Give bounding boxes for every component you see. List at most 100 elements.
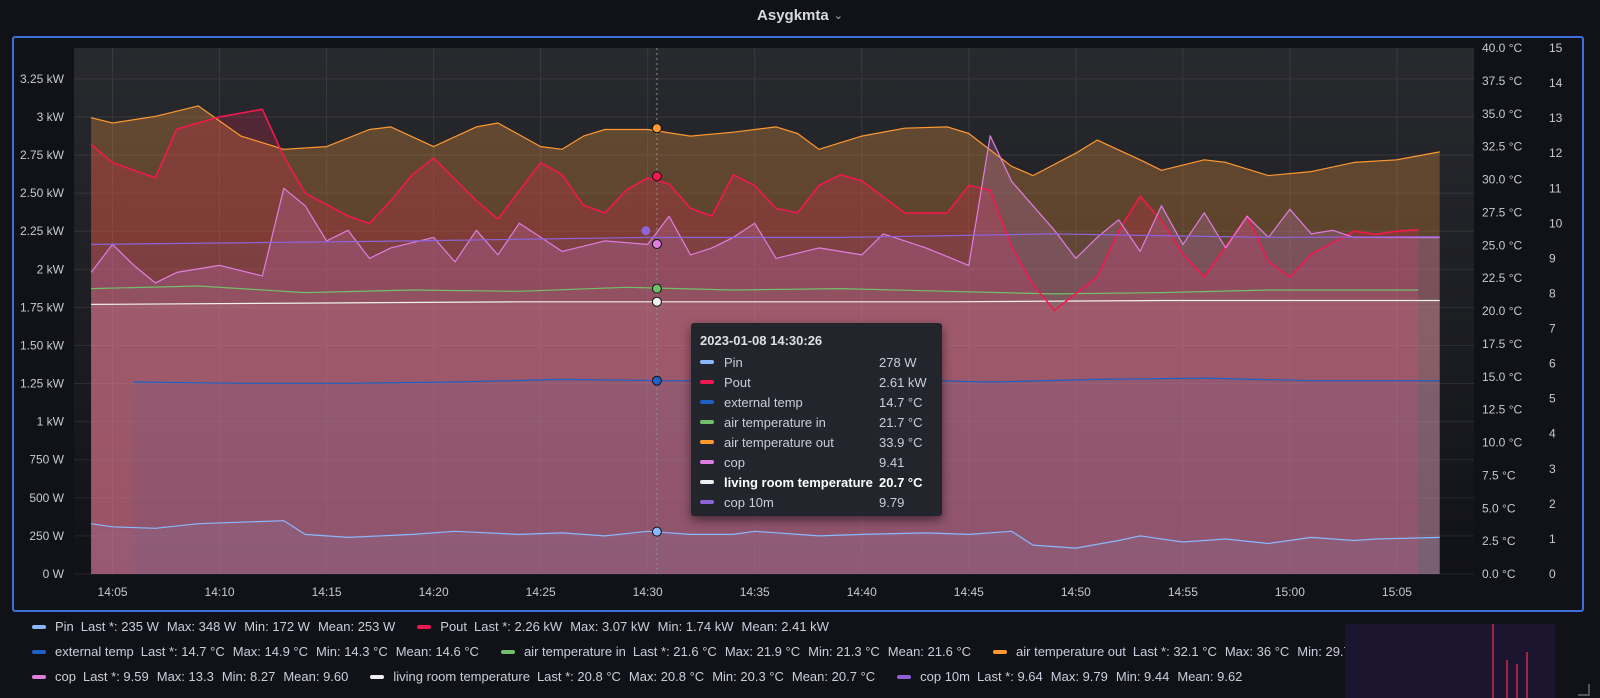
legend-stat: Mean: 253 W <box>317 619 396 634</box>
tooltip-series-name: cop 10m <box>724 494 774 510</box>
y-cop-tick-label: 12 <box>1549 146 1563 160</box>
tooltip-row: cop 10m 9.79 <box>700 492 933 512</box>
y-temp-tick-label: 5.0 °C <box>1482 501 1516 515</box>
y-left-tick-label: 1 kW <box>37 415 65 429</box>
legend-item-air-temperature-in[interactable]: air temperature in Last *: 21.6 °C Max: 21… <box>500 644 979 659</box>
y-cop-tick-label: 11 <box>1549 181 1562 195</box>
legend-series-name[interactable]: Pin <box>55 619 74 634</box>
pout-line <box>90 108 1419 312</box>
y-temp-tick-label: 37.5 °C <box>1482 74 1522 88</box>
y-cop-tick-label: 15 <box>1549 41 1563 55</box>
y-left-tick-label: 3 kW <box>37 110 65 124</box>
y-temp-tick-label: 35.0 °C <box>1482 107 1522 121</box>
x-tick-label: 15:05 <box>1382 585 1412 599</box>
y-cop-tick-label: 9 <box>1549 251 1556 265</box>
y-temp-tick-label: 15.0 °C <box>1482 370 1522 384</box>
cop-cursor-point <box>651 239 662 250</box>
legend-item-external-temp[interactable]: external temp Last *: 14.7 °C Max: 14.9 °C… <box>32 644 487 659</box>
y-left-tick-label: 1.75 kW <box>20 300 65 314</box>
tooltip-series-value: 33.9 °C <box>879 434 923 450</box>
legend-stat: Max: 20.8 °C <box>628 669 705 684</box>
tooltip-row: Pout 2.61 kW <box>700 372 933 392</box>
series-swatch <box>700 360 714 364</box>
legend-series-name[interactable]: Pout <box>440 619 468 634</box>
y-left-tick-label: 500 W <box>29 491 64 505</box>
y-cop-tick-label: 7 <box>1549 322 1556 336</box>
tooltip-series-value: 9.79 <box>879 494 905 510</box>
tooltip-row: external temp 14.7 °C <box>700 392 933 412</box>
x-tick-label: 15:00 <box>1275 585 1305 599</box>
legend-item-cop-10m[interactable]: cop 10m Last *: 9.64 Max: 9.79 Min: 9.44 Mea… <box>897 669 1250 684</box>
tooltip-series-value: 2.61 kW <box>879 374 927 390</box>
legend-item-living-room-temperature[interactable]: living room temperature Last *: 20.8 °C Ma… <box>370 669 883 684</box>
legend-stat: Mean: 21.6 °C <box>887 644 972 659</box>
legend-series-name[interactable]: air temperature out <box>1016 644 1126 659</box>
legend-swatch <box>417 624 432 629</box>
legend-stat: Min: 8.27 <box>221 669 276 684</box>
x-tick-label: 14:55 <box>1168 585 1198 599</box>
air-temperature-in-cursor-point <box>651 283 662 294</box>
y-cop-tick-label: 6 <box>1549 357 1556 371</box>
legend-item-cop[interactable]: cop Last *: 9.59 Max: 13.3 Min: 8.27 Mean: 9… <box>32 669 356 684</box>
legend-series-name[interactable]: cop <box>55 669 76 684</box>
series-swatch <box>700 440 714 444</box>
tooltip-series-value: 20.7 °C <box>879 474 923 490</box>
y-left-tick-label: 2.25 kW <box>20 224 65 238</box>
tooltip-series-value: 9.41 <box>879 454 905 470</box>
air-temperature-out-line <box>90 105 1440 177</box>
y-left-tick-label: 2.50 kW <box>20 186 65 200</box>
legend-series-name[interactable]: living room temperature <box>393 669 530 684</box>
y-temp-tick-label: 30.0 °C <box>1482 173 1522 187</box>
legend-stat: Mean: 9.60 <box>283 669 349 684</box>
series-swatch <box>700 380 714 384</box>
legend: Pin Last *: 235 W Max: 348 W Min: 172 W Mean… <box>32 614 1572 689</box>
pin-cursor-point <box>651 526 662 537</box>
x-tick-label: 14:45 <box>954 585 984 599</box>
tooltip-series-name: air temperature in <box>724 414 826 430</box>
cop-10m-cursor-point <box>641 226 651 236</box>
tooltip-series-name: air temperature out <box>724 434 834 450</box>
legend-item-pout[interactable]: Pout Last *: 2.26 kW Max: 3.07 kW Min: 1.74… <box>417 619 837 634</box>
y-left-tick-label: 3.25 kW <box>20 72 65 86</box>
y-cop-tick-label: 8 <box>1549 286 1556 300</box>
legend-stat: Min: 14.3 °C <box>316 644 388 659</box>
y-temp-tick-label: 0.0 °C <box>1482 567 1516 581</box>
dashboard-title[interactable]: Asygkmta <box>757 6 829 24</box>
series-swatch <box>700 400 714 404</box>
x-tick-label: 14:40 <box>847 585 877 599</box>
legend-stat: Max: 348 W <box>166 619 237 634</box>
legend-item-pin[interactable]: Pin Last *: 235 W Max: 348 W Min: 172 W Mean… <box>32 619 403 634</box>
y-cop-tick-label: 1 <box>1549 532 1556 546</box>
living-room-temperature-cursor-point <box>651 296 662 307</box>
legend-row: external temp Last *: 14.7 °C Max: 14.9 °C… <box>32 639 1572 664</box>
living-room-temperature-line <box>91 299 1440 305</box>
hover-tooltip: 2023-01-08 14:30:26 Pin 278 W Pout 2.61 kW e… <box>691 323 942 516</box>
resize-handle[interactable] <box>1578 684 1590 696</box>
panel-header: Asygkmta ⌄ <box>0 0 1600 30</box>
legend-series-name[interactable]: cop 10m <box>920 669 970 684</box>
legend-series-name[interactable]: external temp <box>55 644 134 659</box>
x-tick-label: 14:15 <box>312 585 342 599</box>
legend-stat: Min: 20.3 °C <box>712 669 784 684</box>
y-cop-tick-label: 0 <box>1549 567 1556 581</box>
air-temperature-in-line <box>91 285 1419 295</box>
legend-stat: Min: 21.3 °C <box>808 644 880 659</box>
x-tick-label: 14:25 <box>526 585 556 599</box>
y-temp-tick-label: 20.0 °C <box>1482 304 1522 318</box>
legend-stat: Min: 172 W <box>244 619 310 634</box>
x-tick-label: 14:35 <box>740 585 770 599</box>
pin-line <box>91 520 1440 549</box>
legend-stat: Mean: 20.7 °C <box>791 669 876 684</box>
x-tick-label: 14:30 <box>633 585 663 599</box>
y-cop-tick-label: 4 <box>1549 427 1556 441</box>
chevron-down-icon[interactable]: ⌄ <box>833 9 843 22</box>
legend-stat: Min: 1.74 kW <box>657 619 734 634</box>
y-temp-tick-label: 10.0 °C <box>1482 436 1522 450</box>
tooltip-series-name: Pout <box>724 374 751 390</box>
legend-stat: Max: 13.3 <box>156 669 214 684</box>
legend-swatch <box>500 649 515 654</box>
y-cop-tick-label: 5 <box>1549 392 1556 406</box>
legend-series-name[interactable]: air temperature in <box>523 644 626 659</box>
tooltip-series-value: 14.7 °C <box>879 394 923 410</box>
legend-swatch <box>993 649 1008 654</box>
